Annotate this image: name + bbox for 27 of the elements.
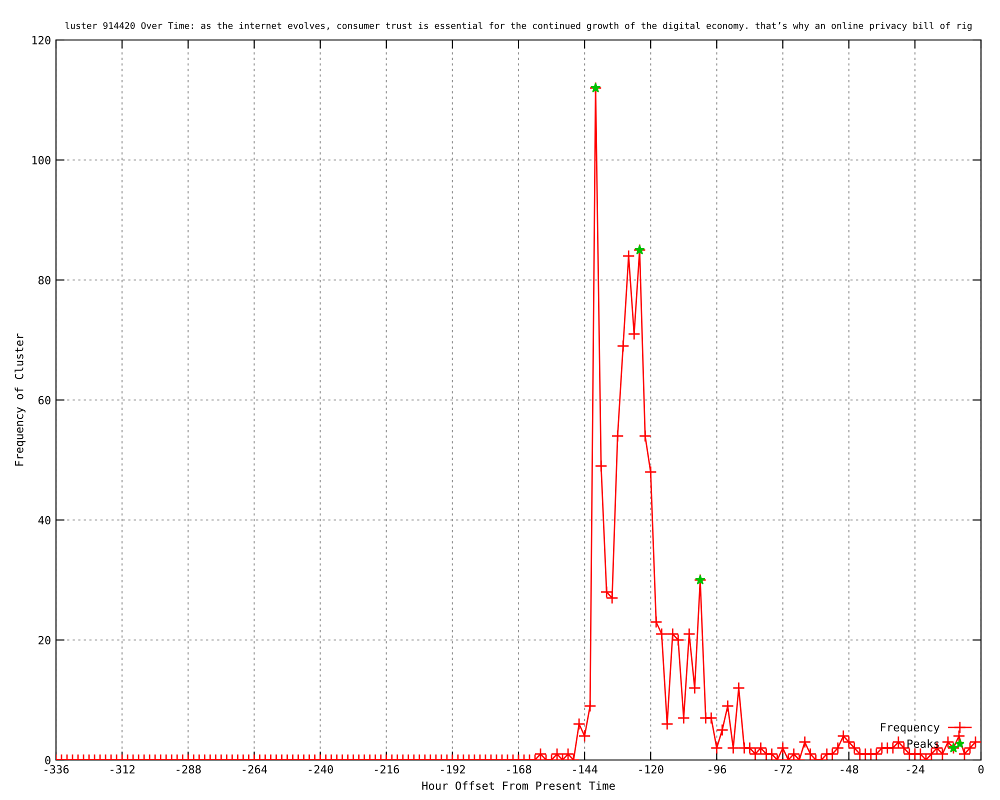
- x-tick-label: -240: [308, 765, 333, 774]
- x-tick-label: -144: [573, 765, 598, 774]
- x-tick-label: -312: [110, 765, 135, 774]
- x-tick-label: -216: [374, 765, 400, 774]
- y-tick-label: 120: [32, 36, 50, 44]
- y-tick-label: 20: [38, 636, 50, 644]
- x-tick-label: -72: [774, 765, 792, 774]
- x-axis-title: Hour Offset From Present Time: [422, 781, 615, 790]
- y-axis-title: Frequency of Cluster: [14, 334, 26, 466]
- x-tick-label: -264: [242, 765, 268, 774]
- x-tick-label: -336: [44, 765, 69, 774]
- legend-label: Frequency: [880, 723, 940, 734]
- x-tick-label: -168: [507, 765, 532, 774]
- x-tick-label: -288: [176, 765, 201, 774]
- x-tick-label: -192: [440, 765, 465, 774]
- y-tick-label: 80: [38, 276, 50, 284]
- legend-label: Peaks: [908, 739, 939, 748]
- x-tick-label: -120: [639, 765, 664, 774]
- y-tick-label: 0: [45, 756, 50, 764]
- x-tick-label: 0: [978, 765, 984, 774]
- y-tick-label: 100: [32, 156, 50, 164]
- y-tick-label: 40: [38, 516, 50, 524]
- x-tick-label: -96: [708, 765, 726, 774]
- chart-title: luster 914420 Over Time: as the internet evolves, consumer trust is essential for the continued growth of the digital economy. that’s why an online privacy bill of rig: [65, 22, 972, 31]
- x-tick-label: -48: [840, 765, 858, 774]
- y-tick-label: 60: [38, 396, 50, 404]
- x-tick-label: -24: [906, 765, 924, 774]
